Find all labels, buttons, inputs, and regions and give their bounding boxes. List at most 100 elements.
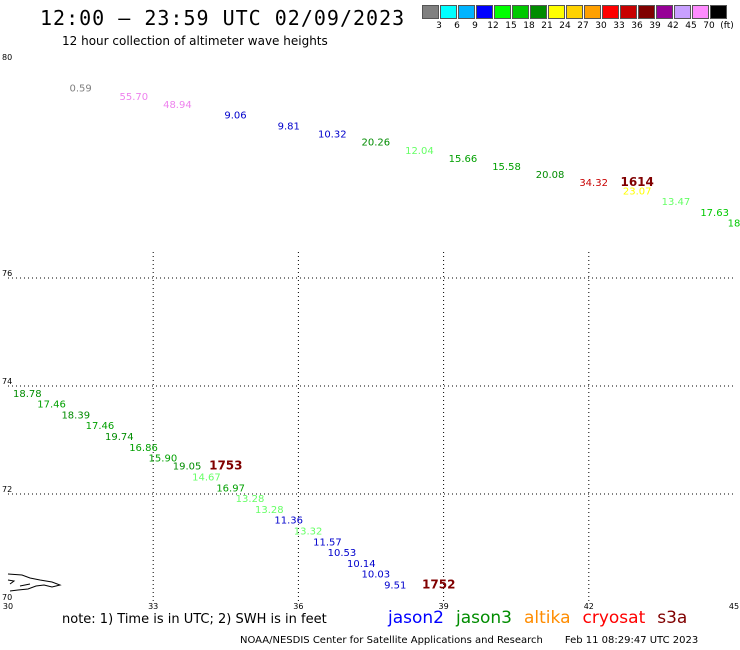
color-swatch [512, 5, 529, 19]
color-legend-label: 30 [595, 21, 607, 31]
grid-lines [8, 252, 734, 602]
color-legend-label: 39 [649, 21, 661, 31]
satellite-jason3: jason3 [456, 608, 512, 628]
color-legend-label: 3 [436, 21, 442, 31]
color-swatch [602, 5, 619, 19]
wave-height-label: 13.32 [294, 527, 323, 538]
color-legend-label: 27 [577, 21, 589, 31]
x-tick-label: 42 [584, 602, 594, 611]
color-swatch [476, 5, 493, 19]
wave-height-label: 20.08 [536, 170, 565, 181]
wave-height-label: 17.46 [86, 421, 115, 432]
wave-height-label: 13.28 [255, 505, 284, 516]
color-swatch [656, 5, 673, 19]
color-legend-label: 9 [472, 21, 478, 31]
map-frame [7, 61, 735, 603]
wave-height-label: 9.51 [384, 581, 406, 592]
wave-height-points: 0.59 55.70 48.94 9.06 9.81 10.32 20.26 12.04 15.… [13, 84, 740, 592]
wave-height-label: 9.81 [278, 122, 300, 133]
color-legend-label: 42 [667, 21, 679, 31]
wave-height-label: 10.03 [362, 570, 391, 581]
wave-height-label: 12.04 [405, 146, 434, 157]
x-tick-label: 36 [293, 602, 303, 611]
color-swatch [692, 5, 709, 19]
wave-height-label: 17.63 [700, 208, 729, 219]
wave-height-label: 13.47 [662, 197, 691, 208]
wave-height-label: 15.90 [149, 454, 178, 465]
x-tick-label: 33 [148, 602, 158, 611]
wave-height-label: 11.57 [313, 537, 342, 548]
orbit-time-label: 1752 [422, 578, 455, 592]
wave-height-label: 55.70 [120, 92, 149, 103]
color-legend-label: 24 [559, 21, 571, 31]
footer-note: note: 1) Time is in UTC; 2) SWH is in fe… [62, 612, 327, 627]
color-swatch [530, 5, 547, 19]
wave-height-label: 15.66 [449, 154, 478, 165]
wave-height-label: 14.67 [192, 473, 221, 484]
x-tick-label: 45 [729, 602, 739, 611]
wave-height-label: 34.32 [579, 178, 608, 189]
coastline-icon [7, 573, 62, 592]
x-tick-label: 30 [3, 602, 13, 611]
wave-height-label: 13.28 [236, 494, 265, 505]
x-tick-label: 39 [439, 602, 449, 611]
wave-height-label: 16.86 [129, 443, 158, 454]
wave-height-label: 18 [728, 219, 740, 230]
color-swatch [620, 5, 637, 19]
color-legend-label: 70 [703, 21, 715, 31]
wave-height-label: 11.36 [274, 516, 303, 527]
axis-ticks: 30 33 36 39 42 45 80 76 74 72 70 [2, 53, 739, 611]
page-title: 12:00 – 23:59 UTC 02/09/2023 [40, 6, 406, 30]
color-legend: 3 6 9 12 15 18 21 24 27 30 33 36 39 42 45 70 (ft) [422, 5, 734, 33]
wave-height-label: 18.39 [61, 410, 90, 421]
color-legend-label: 6 [454, 21, 460, 31]
wave-height-label: 17.46 [37, 400, 66, 411]
color-legend-label: 15 [505, 21, 517, 31]
color-swatch [548, 5, 565, 19]
color-legend-label: (ft) [720, 21, 734, 31]
y-tick-label: 72 [2, 485, 12, 494]
color-legend-label: 21 [541, 21, 553, 31]
wave-height-label: 19.05 [173, 462, 202, 473]
color-swatch [494, 5, 511, 19]
color-legend-label: 36 [631, 21, 643, 31]
color-legend-label: 12 [487, 21, 499, 31]
color-swatch [710, 5, 727, 19]
wave-height-label: 19.74 [105, 432, 134, 443]
y-tick-label: 80 [2, 53, 12, 62]
credit-line: NOAA/NESDIS Center for Satellite Applica… [240, 635, 720, 646]
color-legend-label: 45 [685, 21, 697, 31]
wave-height-label: 10.53 [328, 548, 357, 559]
color-legend-label: 33 [613, 21, 625, 31]
color-swatch [422, 5, 439, 19]
wave-height-label: 16.97 [216, 483, 245, 494]
credit-text: NOAA/NESDIS Center for Satellite Applica… [240, 635, 543, 646]
color-swatch [584, 5, 601, 19]
satellite-cryosat: cryosat [582, 608, 646, 628]
color-swatch [566, 5, 583, 19]
color-swatch [458, 5, 475, 19]
y-tick-label: 70 [2, 593, 12, 602]
timestamp: Feb 11 08:29:47 UTC 2023 [564, 635, 699, 646]
color-swatch [674, 5, 691, 19]
wave-height-label: 10.32 [318, 130, 347, 141]
color-swatch [638, 5, 655, 19]
wave-height-label: 0.59 [69, 84, 91, 95]
y-tick-label: 76 [2, 269, 12, 278]
wave-height-label: 9.06 [224, 111, 246, 122]
wave-height-label: 20.26 [362, 138, 391, 149]
wave-height-label: 15.58 [492, 162, 521, 173]
y-tick-label: 74 [2, 377, 12, 386]
color-swatch [440, 5, 457, 19]
page-subtitle: 12 hour collection of altimeter wave hei… [62, 34, 328, 48]
wave-height-label: 18.78 [13, 389, 42, 400]
color-legend-label: 18 [523, 21, 535, 31]
orbit-time-label: 1614 [620, 175, 653, 189]
wave-height-label: 10.14 [347, 559, 376, 570]
satellite-altika: altika [524, 608, 571, 628]
wave-height-label: 23.07 [623, 186, 652, 197]
color-legend-labels: 3 6 9 12 15 18 21 24 27 30 33 36 39 42 45 70 (ft) [422, 19, 734, 33]
satellite-s3a: s3a [657, 608, 688, 628]
orbit-time-label: 1753 [209, 459, 242, 473]
